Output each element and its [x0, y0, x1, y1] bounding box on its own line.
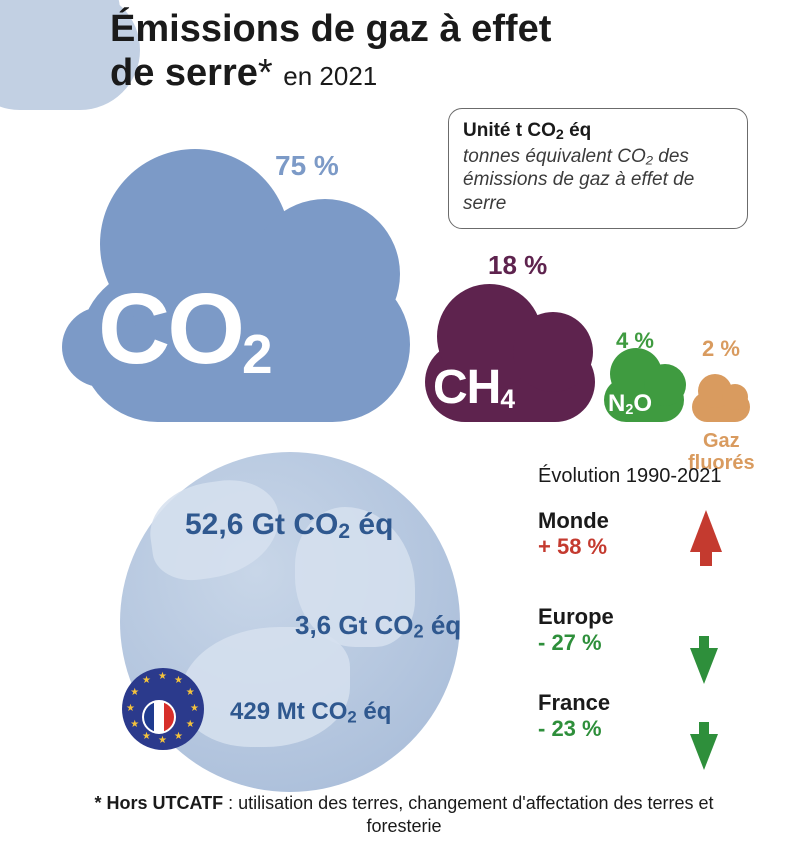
- evolution-heading: Évolution 1990-2021: [538, 465, 721, 488]
- evolution-world-name: Monde: [538, 508, 609, 533]
- n2o-formula-o: O: [633, 390, 652, 417]
- co2-formula: CO2: [98, 272, 270, 387]
- stats-section: ★★★★★★★★★★★★ 52,6 Gt CO2 éq 3,6 Gt CO2 é…: [80, 470, 760, 800]
- arrow-down-icon: [690, 648, 718, 684]
- footnote-rest: : utilisation des terres, changement d'a…: [223, 793, 713, 836]
- co2-cloud: CO2: [80, 267, 410, 422]
- stat-world-sub: 2: [338, 520, 350, 543]
- france-flag-icon: [142, 700, 176, 734]
- ch4-formula-sub: 4: [500, 384, 514, 414]
- stat-france: 429 Mt CO2 éq: [230, 698, 391, 727]
- infographic-page: Émissions de gaz à effet de serre* en 20…: [0, 0, 790, 846]
- fgas-cloud: [692, 392, 750, 422]
- co2-formula-main: CO: [98, 273, 242, 385]
- ch4-formula: CH4: [433, 360, 514, 415]
- arrow-down-icon: [690, 734, 718, 770]
- stat-world-value: 52,6 Gt CO: [185, 508, 338, 541]
- fgas-percent: 2 %: [702, 336, 740, 362]
- stat-world-tail: éq: [350, 508, 393, 541]
- ch4-percent: 18 %: [488, 250, 547, 281]
- evolution-europe: Europe - 27 %: [538, 604, 614, 657]
- stat-europe-sub: 2: [413, 622, 423, 642]
- stat-europe-tail: éq: [424, 610, 462, 640]
- gas-clouds: 75 % CO2 18 % CH4 4 % N2O 2 % Gazfluorés: [80, 150, 760, 470]
- evolution-world-value: + 58 %: [538, 534, 609, 560]
- title-year-prefix: en: [283, 61, 319, 91]
- n2o-cloud: N2O: [604, 378, 684, 422]
- stat-france-tail: éq: [357, 698, 392, 725]
- evolution-france: France - 23 %: [538, 690, 610, 743]
- stat-europe-value: 3,6 Gt CO: [295, 610, 413, 640]
- evolution-world: Monde + 58 %: [538, 508, 609, 561]
- co2-percent: 75 %: [275, 150, 339, 182]
- title-year: 2021: [319, 61, 377, 91]
- ch4-formula-main: CH: [433, 361, 500, 414]
- title-line1: Émissions de gaz à effet: [110, 8, 551, 50]
- title-line2: de serre: [110, 52, 258, 94]
- evolution-france-value: - 23 %: [538, 716, 610, 742]
- evolution-europe-name: Europe: [538, 604, 614, 629]
- title-asterisk: *: [258, 52, 273, 94]
- n2o-formula: N2O: [608, 390, 652, 418]
- ch4-cloud: CH4: [425, 342, 595, 422]
- unit-heading-sub: 2: [556, 127, 564, 143]
- page-title: Émissions de gaz à effet de serre* en 20…: [110, 8, 551, 95]
- stat-france-sub: 2: [347, 707, 356, 726]
- stat-world: 52,6 Gt CO2 éq: [185, 508, 393, 544]
- arrow-up-icon: [690, 510, 722, 552]
- unit-heading-tail: éq: [564, 120, 591, 141]
- evolution-france-name: France: [538, 690, 610, 715]
- n2o-formula-n: N: [608, 390, 625, 417]
- footnote: * Hors UTCATF : utilisation des terres, …: [94, 792, 714, 837]
- stat-france-value: 429 Mt CO: [230, 698, 347, 725]
- unit-heading-text: Unité t CO: [463, 120, 556, 141]
- unit-heading: Unité t CO2 éq: [463, 120, 591, 141]
- evolution-europe-value: - 27 %: [538, 630, 614, 656]
- stat-europe: 3,6 Gt CO2 éq: [295, 610, 461, 643]
- co2-formula-sub: 2: [242, 323, 270, 385]
- footnote-bold: * Hors UTCATF: [94, 793, 223, 813]
